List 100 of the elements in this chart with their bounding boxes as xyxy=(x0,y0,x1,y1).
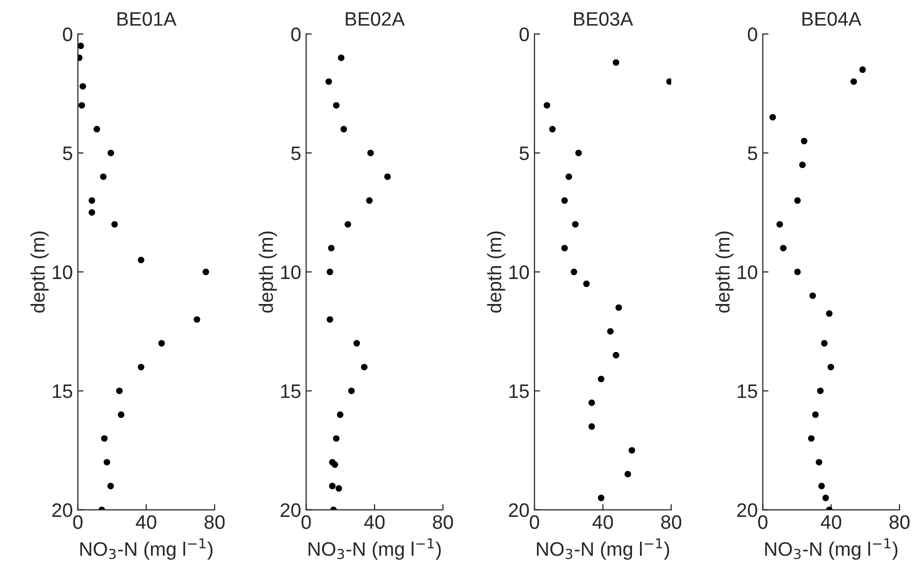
x-tick-label: 80 xyxy=(432,515,453,529)
chart-title: BE01A xyxy=(118,12,176,26)
point xyxy=(88,209,96,216)
point xyxy=(118,411,124,418)
y-tick-label: 5 xyxy=(748,146,758,160)
point xyxy=(817,388,824,394)
point xyxy=(561,197,568,204)
y-tick-label: 0 xyxy=(62,27,72,42)
point xyxy=(332,102,340,109)
point xyxy=(544,102,550,109)
point xyxy=(101,435,108,442)
point xyxy=(116,388,123,394)
point xyxy=(138,364,144,370)
point xyxy=(572,221,579,228)
point xyxy=(776,221,783,228)
point xyxy=(336,485,342,492)
y-axis-title: depth (m) xyxy=(258,232,277,313)
x-axis-title: NO$_{3}$-N (mg l$^{−1}$) xyxy=(308,538,441,560)
point xyxy=(332,461,338,468)
x-tick-label: 40 xyxy=(136,515,156,529)
y-tick-label: 10 xyxy=(52,265,72,280)
point xyxy=(769,114,776,121)
point xyxy=(666,78,672,85)
x-tick-label: 40 xyxy=(820,515,842,529)
y-tick-label: 5 xyxy=(62,146,72,160)
point xyxy=(329,482,336,490)
point xyxy=(80,83,86,90)
point xyxy=(818,482,825,490)
chart-title: BE02A xyxy=(346,12,405,26)
point xyxy=(828,364,834,370)
point xyxy=(624,470,632,478)
point xyxy=(108,150,114,156)
point xyxy=(94,126,100,132)
point xyxy=(859,66,866,73)
point xyxy=(812,411,819,418)
point xyxy=(570,268,578,276)
point xyxy=(816,458,822,466)
x-tick-label: 40 xyxy=(364,515,385,529)
point xyxy=(361,364,368,370)
y-axis-title: depth (m) xyxy=(30,232,49,313)
y-tick-label: 5 xyxy=(520,146,529,160)
point xyxy=(598,376,604,382)
point xyxy=(107,482,114,490)
point xyxy=(78,102,86,109)
point xyxy=(588,400,595,406)
point xyxy=(332,435,340,442)
y-tick-label: 20 xyxy=(737,503,758,518)
point xyxy=(628,447,636,454)
point xyxy=(354,340,360,347)
point xyxy=(794,268,801,276)
y-tick-label: 20 xyxy=(508,503,529,518)
point xyxy=(366,197,373,204)
point xyxy=(821,340,828,347)
y-tick-label: 15 xyxy=(281,384,300,398)
point xyxy=(549,126,556,132)
point xyxy=(158,340,165,347)
x-tick-label: 0 xyxy=(73,515,83,529)
point xyxy=(822,494,829,502)
point xyxy=(326,268,334,276)
point xyxy=(561,244,568,252)
x-axis-title: NO$_{3}$-N (mg l$^{−1}$) xyxy=(765,538,898,560)
point xyxy=(111,221,118,228)
y-tick-label: 20 xyxy=(280,503,301,518)
x-axis-title: NO$_{3}$-N (mg l$^{−1}$) xyxy=(80,538,212,560)
x-tick-label: 40 xyxy=(592,515,613,529)
chart-title: BE03A xyxy=(574,12,634,26)
point xyxy=(328,244,335,252)
point xyxy=(326,316,334,323)
y-tick-label: 15 xyxy=(52,384,72,398)
x-axis-title: NO$_{3}$-N (mg l$^{−1}$) xyxy=(536,538,670,560)
point xyxy=(104,458,110,466)
point xyxy=(338,54,344,62)
chart-title: BE04A xyxy=(802,12,862,26)
y-tick-label: 10 xyxy=(738,265,758,280)
y-tick-label: 15 xyxy=(509,384,529,398)
point xyxy=(367,150,374,156)
point xyxy=(384,173,391,180)
point xyxy=(202,268,210,276)
point xyxy=(850,78,857,85)
point xyxy=(336,411,344,418)
point xyxy=(615,304,622,311)
point xyxy=(344,221,352,228)
point xyxy=(598,494,604,502)
x-tick-label: 80 xyxy=(204,515,225,529)
point xyxy=(794,197,801,204)
point xyxy=(612,352,620,358)
y-tick-label: 0 xyxy=(291,27,301,42)
y-axis-title: depth (m) xyxy=(487,232,506,313)
point xyxy=(588,423,595,430)
point xyxy=(88,197,96,204)
point xyxy=(78,42,84,50)
point xyxy=(809,292,816,299)
point xyxy=(138,256,144,264)
point xyxy=(826,310,833,317)
y-tick-label: 20 xyxy=(52,503,72,518)
point xyxy=(575,150,582,156)
point xyxy=(780,244,787,252)
point xyxy=(808,435,815,442)
y-tick-label: 0 xyxy=(520,27,529,42)
x-tick-label: 0 xyxy=(758,515,768,529)
